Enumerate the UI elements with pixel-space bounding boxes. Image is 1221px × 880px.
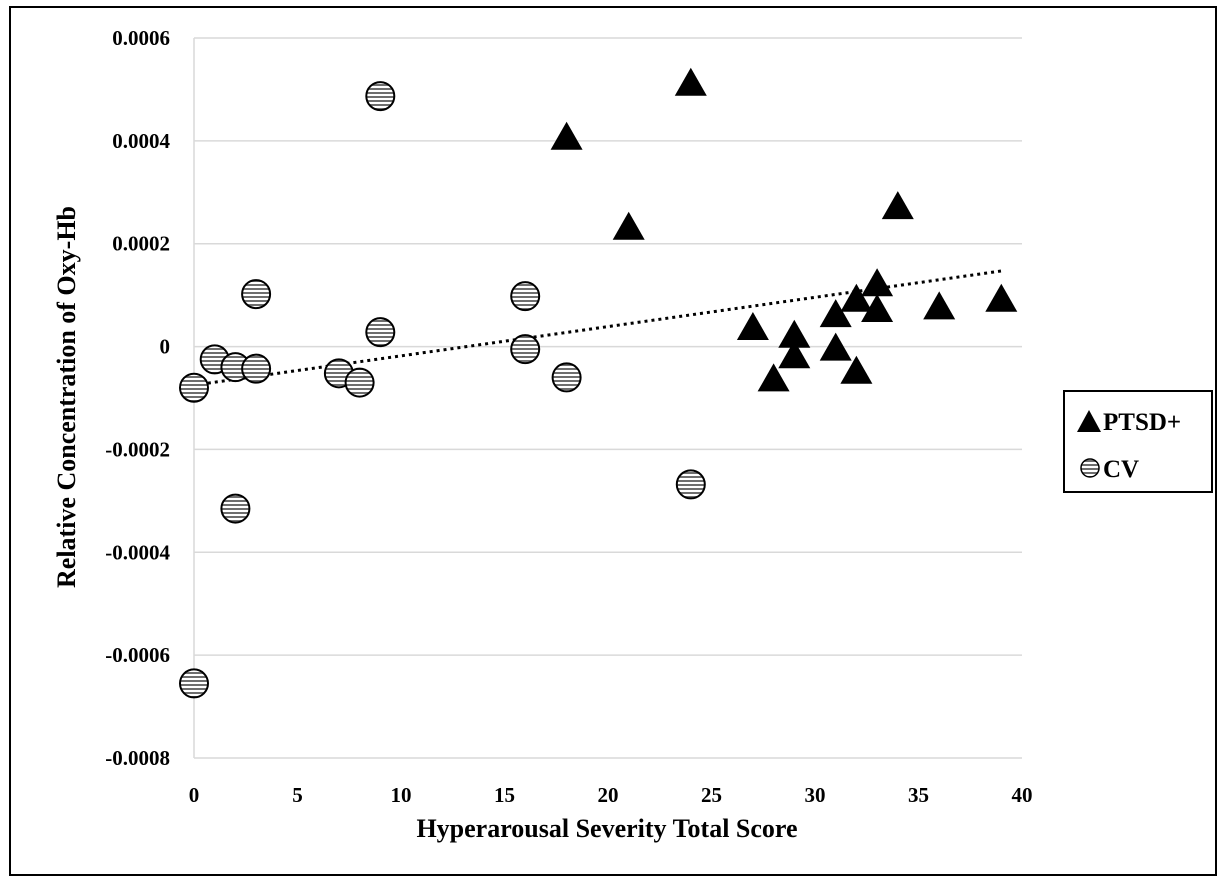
point-cv (179, 372, 209, 403)
point-ptsd (778, 319, 811, 348)
x-tick-label: 35 (908, 783, 929, 807)
x-tick-labels: 0 5 10 15 20 25 30 35 40 (189, 783, 1033, 807)
point-cv (510, 334, 541, 365)
point-cv (675, 469, 706, 500)
x-tick-label: 5 (292, 783, 303, 807)
x-tick-label: 20 (598, 783, 619, 807)
legend-label-cv: CV (1103, 456, 1139, 483)
data-points (179, 67, 1018, 699)
x-axis-title: Hyperarousal Severity Total Score (416, 814, 797, 843)
point-ptsd (736, 312, 769, 340)
point-ptsd (840, 355, 873, 384)
y-tick-label: -0.0006 (105, 643, 170, 667)
y-tick-labels: -0.0008 -0.0006 -0.0004 -0.0002 0 0.0002 0.000… (105, 26, 170, 770)
point-cv (344, 367, 375, 398)
point-ptsd (840, 283, 873, 312)
point-cv (365, 317, 396, 348)
y-tick-label: 0.0006 (112, 26, 170, 50)
legend-marker-ptsd (1077, 410, 1101, 432)
point-ptsd (757, 363, 790, 392)
chart-frame (9, 6, 1217, 876)
point-ptsd (861, 294, 894, 322)
point-cv (551, 362, 582, 393)
point-cv (510, 281, 541, 312)
y-tick-label: -0.0004 (105, 540, 170, 564)
y-tick-label: 0.0002 (112, 232, 170, 256)
point-cv (241, 279, 272, 310)
y-tick-label: -0.0002 (105, 437, 170, 461)
gridlines (194, 37, 1022, 759)
point-ptsd (674, 67, 707, 96)
legend-marker-cv (1080, 458, 1100, 478)
y-axis-title: Relative Concentration of Oxy-Hb (52, 206, 81, 588)
x-tick-label: 10 (391, 783, 412, 807)
point-cv (220, 493, 251, 524)
x-tick-label: 30 (805, 783, 826, 807)
y-tick-label: 0.0004 (112, 129, 170, 153)
point-ptsd (778, 340, 811, 369)
legend-label-ptsd: PTSD+ (1103, 409, 1181, 436)
point-ptsd (550, 121, 583, 150)
x-tick-label: 25 (701, 783, 722, 807)
point-ptsd (819, 332, 852, 361)
point-cv (241, 353, 272, 384)
point-ptsd (612, 211, 645, 240)
x-tick-label: 40 (1012, 783, 1033, 807)
point-ptsd (985, 283, 1018, 312)
x-tick-label: 15 (494, 783, 515, 807)
point-ptsd (861, 268, 894, 297)
y-tick-label: 0 (160, 335, 171, 359)
legend: PTSD+ CV (1063, 390, 1213, 493)
point-cv (365, 81, 396, 112)
point-ptsd (881, 191, 914, 220)
point-ptsd (819, 299, 852, 328)
x-tick-label: 0 (189, 783, 200, 807)
y-tick-label: -0.0008 (105, 746, 170, 770)
point-cv (179, 668, 209, 699)
point-ptsd (923, 291, 956, 320)
